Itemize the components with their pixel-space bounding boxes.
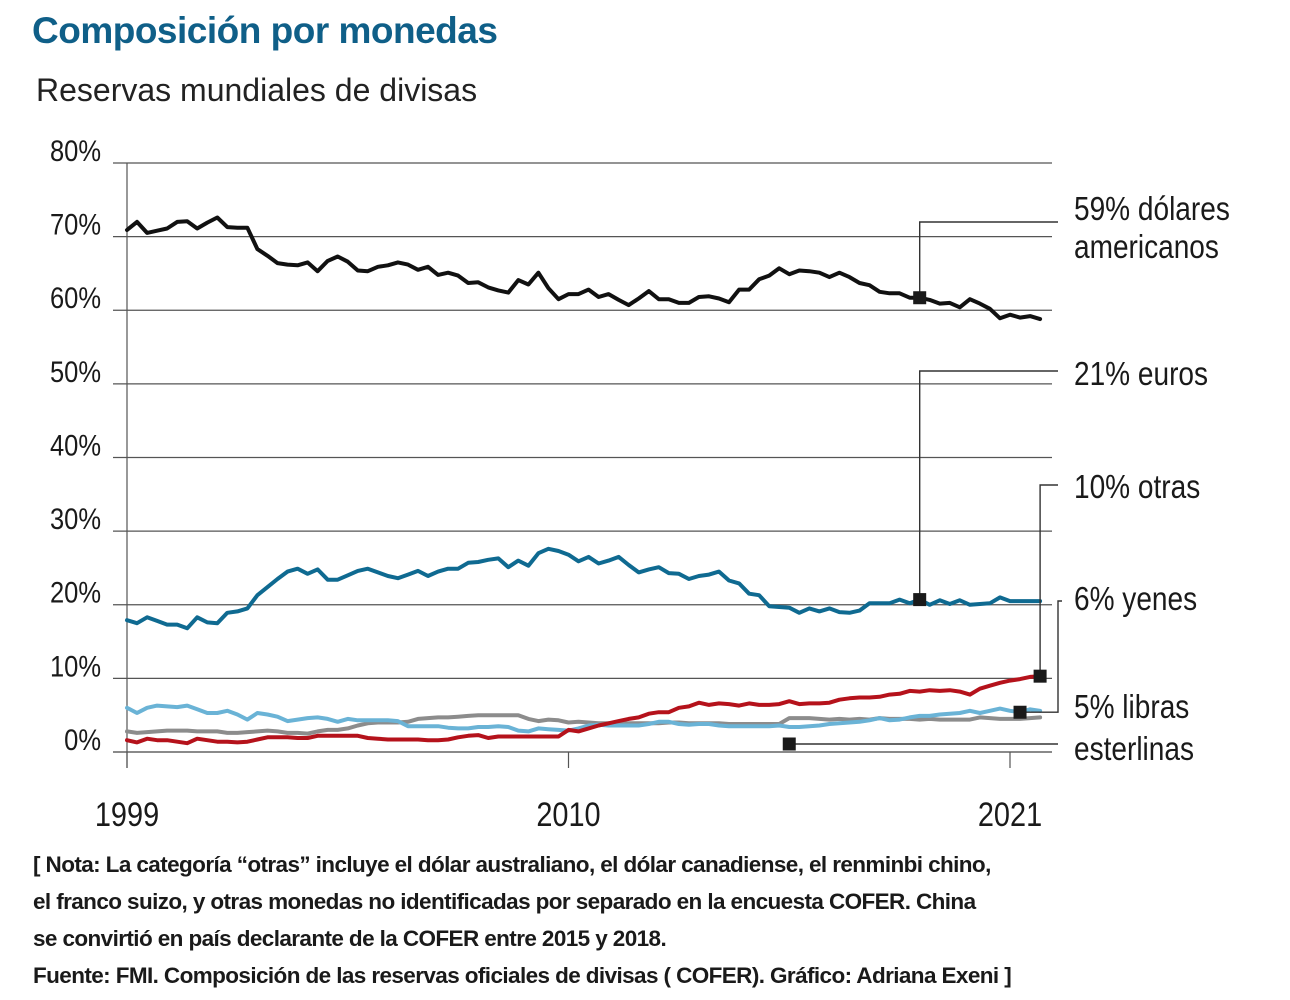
series-line-yenes xyxy=(125,703,1043,734)
series-label: 6% yenes xyxy=(1074,581,1197,618)
x-tick-label: 2021 xyxy=(978,795,1042,834)
series-label: 10% otras xyxy=(1074,469,1200,506)
series-label: esterlinas xyxy=(1074,731,1194,768)
callout-leader xyxy=(1020,600,1062,713)
y-tick-label: 30% xyxy=(50,502,101,535)
series-lines xyxy=(125,215,1043,746)
callout-leader xyxy=(919,370,1058,600)
y-tick-label: 10% xyxy=(50,649,101,682)
y-tick-label: 50% xyxy=(50,355,101,388)
y-tick-label: 80% xyxy=(50,134,101,167)
series-line-euros xyxy=(125,546,1043,631)
footnote: [ Nota: La categoría “otras” incluye el … xyxy=(33,846,1273,994)
callout-marker xyxy=(913,593,927,607)
footnote-line: [ Nota: La categoría “otras” incluye el … xyxy=(33,852,991,877)
x-tick-label: 1999 xyxy=(95,795,159,834)
chart-title: Composición por monedas xyxy=(32,10,498,51)
gridlines xyxy=(113,162,1052,768)
source-line: Fuente: FMI. Composición de las reservas… xyxy=(33,963,1012,988)
y-tick-label: 40% xyxy=(50,429,101,462)
y-tick-label: 70% xyxy=(50,208,101,241)
y-tick-label: 20% xyxy=(50,576,101,609)
callout-leader xyxy=(1039,484,1058,677)
series-label: 21% euros xyxy=(1074,356,1208,393)
footnote-line: el franco suizo, y otras monedas no iden… xyxy=(33,889,976,914)
y-axis-ticks: 0% 10% 20% 30% 40% 50% 60% 70% 80% xyxy=(50,134,101,756)
series-label: 5% libras xyxy=(1074,689,1189,726)
series-line-dólares-americanos xyxy=(125,215,1043,322)
callout-marker xyxy=(913,291,927,305)
line-chart: 0%10%20%30%40%50%60%70%80% 1999 2010 2021 … xyxy=(50,134,1230,834)
footnote-line: se convirtió en país declarante de la CO… xyxy=(33,926,667,951)
y-tick-label: 0% xyxy=(64,723,101,756)
callout-leader xyxy=(919,221,1058,298)
series-label: 59% dólares xyxy=(1074,191,1230,228)
callout-marker xyxy=(782,737,796,751)
callout-marker xyxy=(1033,669,1047,683)
chart-subtitle: Reservas mundiales de divisas xyxy=(36,72,478,108)
y-tick-label: 60% xyxy=(50,281,101,314)
callout-marker xyxy=(1013,705,1027,719)
x-axis: 1999 2010 2021 xyxy=(95,752,1042,834)
series-label: americanos xyxy=(1074,229,1219,266)
x-tick-label: 2010 xyxy=(536,795,600,834)
series-line-otras xyxy=(125,674,1043,746)
